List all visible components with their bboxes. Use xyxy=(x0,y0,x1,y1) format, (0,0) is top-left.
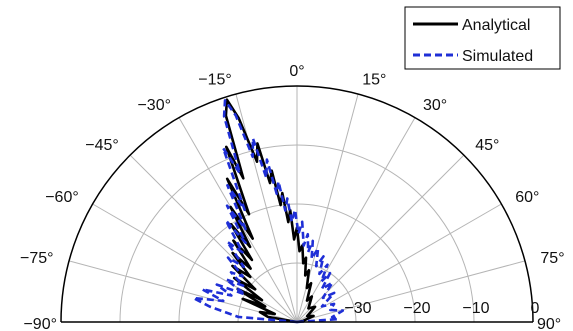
grid-spoke xyxy=(296,260,526,323)
angle-tick-label: 30° xyxy=(423,97,447,114)
angle-tick-label: −90° xyxy=(23,316,57,331)
tick-labels: −90° −75° −60° −45° −30° −15° 0° 15° 30° 45° 60° 75… xyxy=(20,63,565,331)
grid-spoke xyxy=(129,154,298,323)
angle-tick-label: 0° xyxy=(289,63,304,80)
angle-tick-label: −30° xyxy=(137,97,171,114)
radial-tick-label: −20 xyxy=(403,300,430,317)
radial-tick-label: 0 xyxy=(531,300,540,317)
legend: Analytical Simulated xyxy=(404,6,561,70)
radial-tick-label: −30 xyxy=(344,300,371,317)
grid-spoke xyxy=(235,93,298,323)
polar-axis xyxy=(60,85,534,323)
legend-label-simulated: Simulated xyxy=(462,48,533,65)
legend-box xyxy=(404,6,561,70)
polar-grid xyxy=(61,86,533,323)
angle-tick-label: 90° xyxy=(537,316,561,331)
legend-label-analytical: Analytical xyxy=(462,17,530,34)
series-group xyxy=(192,98,345,324)
grid-spoke xyxy=(92,203,298,323)
grid-spoke xyxy=(296,203,502,323)
angle-tick-label: −15° xyxy=(198,72,232,89)
angle-tick-label: 15° xyxy=(362,72,386,89)
angle-tick-label: −60° xyxy=(45,189,79,206)
angle-tick-label: 60° xyxy=(515,189,539,206)
series-line-analytical xyxy=(224,98,317,324)
angle-tick-label: −45° xyxy=(85,137,119,154)
angle-tick-label: 45° xyxy=(475,137,499,154)
grid-spoke xyxy=(296,117,416,323)
outer-arc xyxy=(60,85,534,323)
radial-tick-label: −10 xyxy=(462,300,489,317)
angle-tick-label: −75° xyxy=(20,250,54,267)
angle-tick-label: 75° xyxy=(540,250,564,267)
series-line-simulated xyxy=(192,99,345,324)
